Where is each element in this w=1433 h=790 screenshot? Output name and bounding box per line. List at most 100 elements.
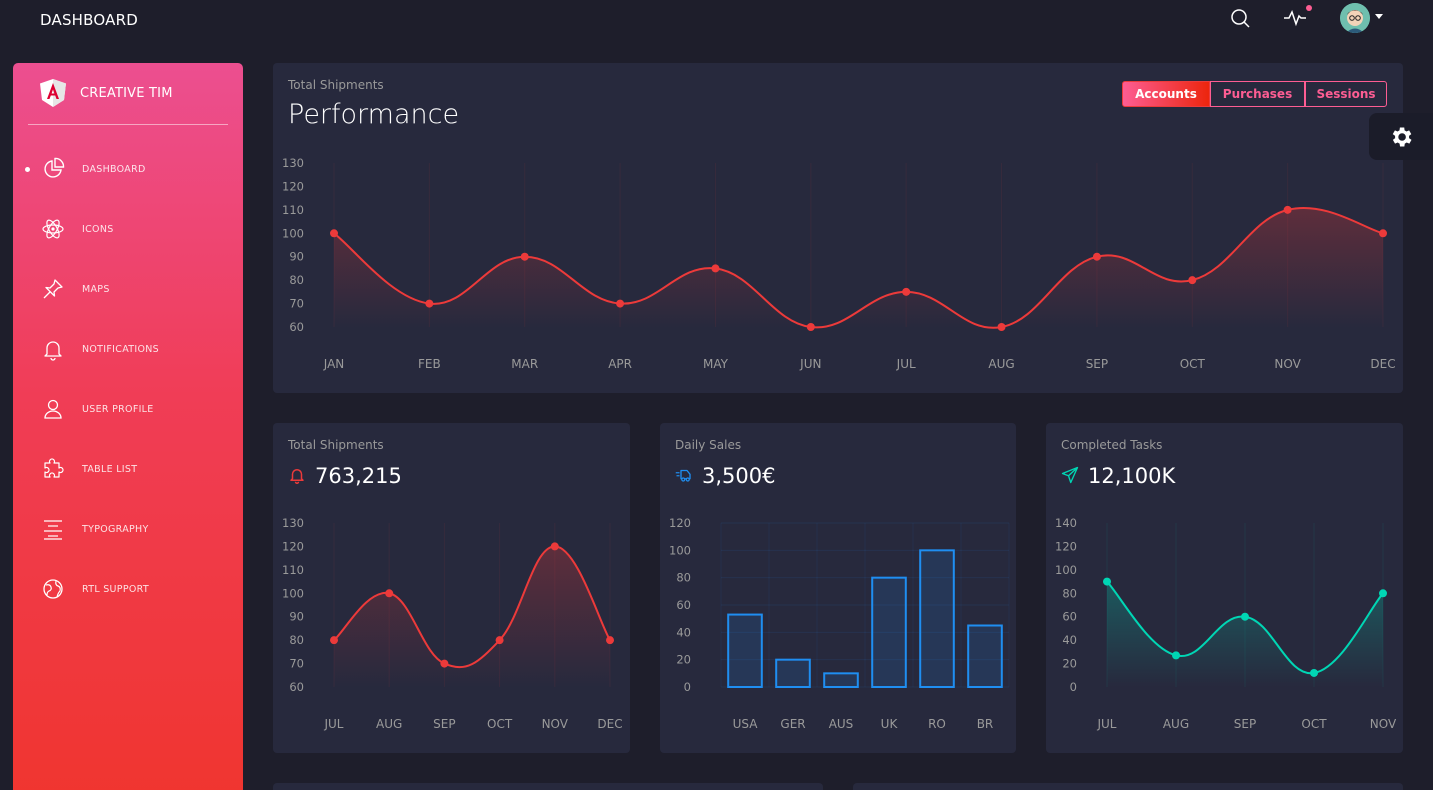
sidebar-item-dashboard[interactable]: DASHBOARD	[13, 149, 243, 189]
card-category: Total Shipments	[288, 78, 384, 92]
sidebar-item-user-profile[interactable]: USER PROFILE	[13, 389, 243, 429]
data-point[interactable]	[606, 636, 614, 645]
bar[interactable]	[967, 624, 1003, 688]
x-tick-label: JUN	[799, 357, 821, 371]
x-tick-label: USA	[733, 717, 759, 731]
purchases-button[interactable]: Purchases	[1210, 81, 1305, 107]
x-tick-label: NOV	[542, 717, 569, 731]
settings-toggle[interactable]	[1369, 113, 1433, 160]
accounts-button[interactable]: Accounts	[1122, 81, 1210, 107]
avatar[interactable]	[1340, 3, 1370, 33]
sidebar-item-maps[interactable]: MAPS	[13, 269, 243, 309]
data-point[interactable]	[1092, 252, 1101, 261]
y-tick-label: 100	[282, 586, 304, 600]
notification-dot	[1306, 5, 1312, 11]
x-tick-label: JUL	[896, 357, 916, 371]
brand-name[interactable]: CREATIVE TIM	[80, 86, 173, 101]
puzzle-icon	[44, 458, 64, 478]
x-tick-label: GER	[780, 717, 805, 731]
x-tick-label: OCT	[487, 717, 513, 731]
sidebar-item-table-list[interactable]: TABLE LIST	[13, 449, 243, 489]
y-tick-label: 60	[289, 680, 304, 694]
data-point[interactable]	[495, 636, 504, 645]
sidebar-item-notifications[interactable]: NOTIFICATIONS	[13, 329, 243, 369]
search-icon[interactable]	[1228, 6, 1252, 30]
y-tick-label: 100	[282, 226, 304, 240]
sidebar-item-label: NOTIFICATIONS	[82, 343, 159, 355]
data-point[interactable]	[1103, 577, 1111, 586]
data-point[interactable]	[997, 323, 1006, 331]
data-point[interactable]	[1188, 276, 1197, 285]
y-tick-label: 140	[1055, 516, 1077, 530]
send-icon	[1061, 466, 1079, 484]
y-tick-label: 0	[1070, 680, 1077, 694]
data-point[interactable]	[1283, 205, 1292, 214]
data-point[interactable]	[1379, 589, 1387, 598]
series-line	[333, 207, 1384, 329]
bar[interactable]	[727, 613, 763, 688]
bar[interactable]	[871, 576, 907, 689]
data-point[interactable]	[330, 229, 338, 238]
chart-pie-icon	[44, 157, 65, 178]
sidebar-item-rtl-support[interactable]: RTL SUPPORT	[13, 569, 243, 609]
card-value: 12,100K	[1088, 464, 1176, 488]
data-point[interactable]	[385, 589, 394, 598]
daily-sales-bar-chart: 0 20 40 60 80 100 120 USA GER AUS UK RO BR	[669, 516, 1010, 731]
x-tick-label: NOV	[1370, 717, 1397, 731]
x-tick-label: UK	[881, 717, 899, 731]
total-shipments-card: Total Shipments 763,215 60 70 80 90 100 110 12…	[273, 423, 630, 753]
pulse-icon[interactable]	[1283, 6, 1307, 30]
user-icon	[44, 399, 62, 419]
card-category: Completed Tasks	[1061, 438, 1163, 452]
data-point[interactable]	[616, 299, 625, 308]
y-tick-label: 100	[1055, 563, 1077, 577]
series-area	[1107, 581, 1383, 687]
y-tick-label: 120	[282, 539, 304, 553]
chevron-down-icon[interactable]	[1375, 14, 1383, 20]
sidebar-item-typography[interactable]: TYPOGRAPHY	[13, 509, 243, 549]
x-tick-label: JUL	[1096, 717, 1116, 731]
data-point[interactable]	[425, 299, 434, 308]
data-point[interactable]	[1172, 651, 1180, 660]
data-point[interactable]	[550, 542, 559, 551]
topbar-title[interactable]: DASHBOARD	[40, 11, 138, 29]
data-point[interactable]	[1310, 668, 1318, 677]
bar[interactable]	[823, 672, 859, 688]
data-point[interactable]	[902, 287, 911, 296]
y-tick-label: 20	[1062, 657, 1077, 671]
sidebar-item-icons[interactable]: ICONS	[13, 209, 243, 249]
angular-logo-icon[interactable]	[40, 79, 66, 107]
x-tick-label: AUS	[829, 717, 854, 731]
x-tick-label: APR	[608, 357, 632, 371]
sessions-button[interactable]: Sessions	[1305, 81, 1387, 107]
y-tick-label: 0	[684, 680, 691, 694]
bell-icon	[44, 341, 62, 361]
y-tick-label: 80	[1062, 586, 1077, 600]
data-point[interactable]	[520, 252, 529, 261]
x-tick-label: DEC	[597, 717, 622, 731]
shipments-line-chart: 60 70 80 90 100 110 120 130 JUL AUG SEP OCT NOV DEC	[282, 516, 623, 731]
sidebar: CREATIVE TIM DASHBOARD ICONS MAPS NOTIFI…	[13, 63, 243, 790]
data-point[interactable]	[806, 323, 815, 331]
y-tick-label: 90	[289, 610, 304, 624]
card-category: Daily Sales	[675, 438, 742, 452]
data-point[interactable]	[440, 659, 449, 668]
data-point[interactable]	[711, 264, 720, 273]
data-point[interactable]	[1241, 612, 1249, 621]
pin-icon	[43, 279, 63, 299]
bar[interactable]	[919, 549, 955, 689]
y-tick-label: 120	[282, 179, 304, 193]
x-tick-label: DEC	[1370, 357, 1395, 371]
series-area	[334, 546, 610, 687]
y-tick-label: 130	[282, 516, 304, 530]
bar[interactable]	[775, 658, 811, 689]
atom-icon	[42, 219, 64, 239]
data-point[interactable]	[1379, 229, 1387, 238]
sidebar-item-label: MAPS	[82, 283, 110, 295]
bottom-card-right	[853, 783, 1403, 790]
y-tick-label: 60	[1062, 610, 1077, 624]
x-tick-label: SEP	[433, 717, 455, 731]
data-point[interactable]	[330, 636, 338, 645]
card-title: Performance	[288, 99, 460, 130]
x-tick-label: AUG	[376, 717, 402, 731]
